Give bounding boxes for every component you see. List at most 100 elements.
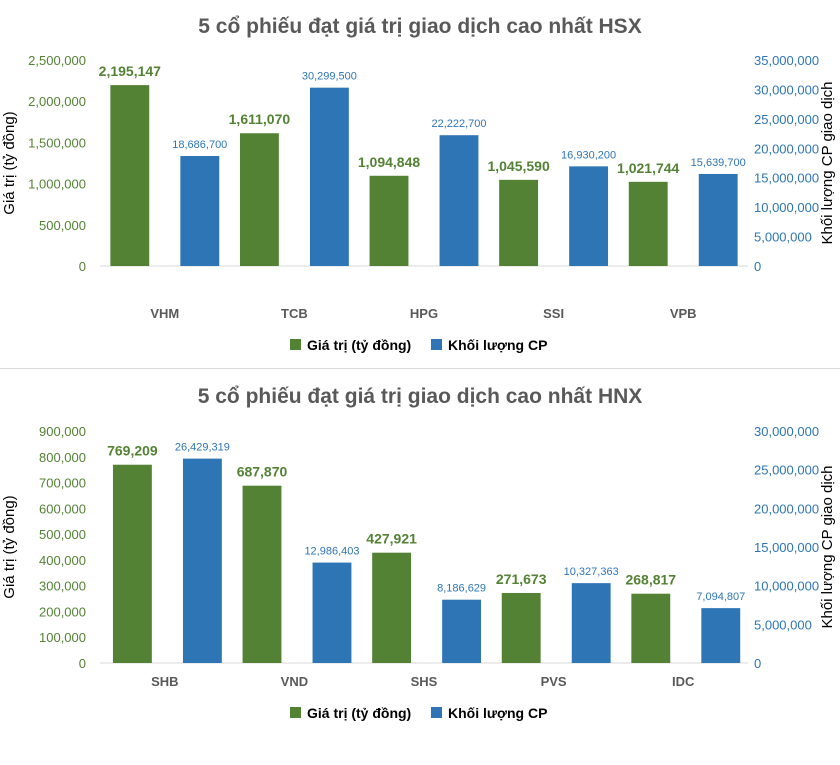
y-left-tick-label: 500,000 — [39, 527, 86, 542]
data-label-volume: 26,429,319 — [175, 442, 230, 454]
y-left-tick-label: 0 — [79, 259, 86, 274]
data-label-value: 1,045,590 — [487, 158, 549, 174]
chart-svg-hsx: 5 cổ phiếu đạt giá trị giao dịch cao nhấ… — [1, 15, 836, 353]
bar-value-vnd — [242, 485, 282, 663]
data-label-volume: 30,299,500 — [302, 71, 357, 83]
y-left-tick-label: 0 — [79, 656, 86, 671]
bar-value-ssi — [499, 179, 539, 266]
data-label-volume: 7,094,807 — [696, 591, 745, 603]
y-right-tick-label: 25,000,000 — [754, 463, 819, 478]
category-label: HPG — [410, 306, 438, 321]
y-left-tick-label: 1,500,000 — [28, 135, 86, 150]
y-left-tick-label: 100,000 — [39, 630, 86, 645]
y-right-tick-label: 35,000,000 — [754, 53, 819, 68]
bar-volume-vpb — [698, 173, 738, 266]
category-label: TCB — [281, 306, 308, 321]
data-label-volume: 12,986,403 — [304, 546, 359, 558]
y-left-tick-label: 1,000,000 — [28, 177, 86, 192]
bar-value-vhm — [110, 85, 150, 266]
bar-value-idc — [631, 593, 671, 663]
y-right-tick-label: 20,000,000 — [754, 501, 819, 516]
y-right-tick-label: 30,000,000 — [754, 424, 819, 439]
y-right-axis-title: Khối lượng CP giao dịch — [819, 81, 836, 244]
y-left-tick-label: 500,000 — [39, 218, 86, 233]
bar-value-pvs — [501, 592, 541, 663]
data-label-volume: 22,222,700 — [431, 118, 486, 130]
legend-swatch-value — [290, 707, 301, 718]
data-label-volume: 10,327,363 — [564, 566, 619, 578]
category-label: SSI — [543, 306, 564, 321]
y-left-tick-label: 200,000 — [39, 604, 86, 619]
bar-value-shb — [112, 464, 152, 663]
y-right-tick-label: 30,000,000 — [754, 82, 819, 97]
chart-hnx: 5 cổ phiếu đạt giá trị giao dịch cao nhấ… — [0, 370, 840, 765]
bar-volume-ssi — [569, 166, 609, 266]
bar-volume-hpg — [439, 135, 479, 266]
y-right-tick-label: 5,000,000 — [754, 230, 812, 245]
data-label-value: 2,195,147 — [99, 63, 161, 79]
data-label-volume: 16,930,200 — [561, 149, 616, 161]
y-left-tick-label: 2,500,000 — [28, 53, 86, 68]
chart-divider — [0, 368, 840, 369]
data-label-value: 427,921 — [366, 531, 417, 547]
y-left-axis-title: Giá trị (tỷ đồng) — [1, 495, 18, 598]
data-label-value: 1,611,070 — [229, 111, 291, 127]
legend-swatch-value — [290, 339, 301, 350]
legend-label-value: Giá trị (tỷ đồng) — [307, 705, 411, 721]
data-label-value: 687,870 — [237, 464, 288, 480]
y-left-axis-title: Giá trị (tỷ đồng) — [1, 111, 18, 214]
chart-title: 5 cổ phiếu đạt giá trị giao dịch cao nhấ… — [198, 15, 641, 38]
bar-volume-idc — [701, 608, 741, 663]
data-label-value: 271,673 — [496, 571, 547, 587]
category-label: SHB — [151, 674, 178, 689]
category-label: IDC — [672, 674, 695, 689]
legend-swatch-volume — [431, 707, 442, 718]
category-label: SHS — [411, 674, 438, 689]
y-left-tick-label: 300,000 — [39, 579, 86, 594]
data-label-value: 769,209 — [107, 443, 158, 459]
y-right-tick-label: 15,000,000 — [754, 171, 819, 186]
chart-hsx: 5 cổ phiếu đạt giá trị giao dịch cao nhấ… — [0, 0, 840, 368]
bar-volume-shb — [182, 458, 222, 663]
y-right-tick-label: 10,000,000 — [754, 579, 819, 594]
y-right-tick-label: 0 — [754, 259, 761, 274]
y-right-tick-label: 20,000,000 — [754, 141, 819, 156]
data-label-value: 1,021,744 — [617, 160, 679, 176]
y-left-tick-label: 2,000,000 — [28, 94, 86, 109]
y-left-tick-label: 900,000 — [39, 424, 86, 439]
legend-label-value: Giá trị (tỷ đồng) — [307, 337, 411, 353]
chart-svg-hnx: 5 cổ phiếu đạt giá trị giao dịch cao nhấ… — [1, 385, 836, 721]
legend-label-volume: Khối lượng CP — [448, 705, 547, 721]
y-right-tick-label: 25,000,000 — [754, 112, 819, 127]
y-right-tick-label: 5,000,000 — [754, 617, 812, 632]
bar-value-tcb — [239, 133, 279, 266]
data-label-value: 1,094,848 — [358, 154, 420, 170]
data-label-volume: 8,186,629 — [437, 583, 486, 595]
bar-value-hpg — [369, 175, 409, 266]
bar-volume-tcb — [309, 87, 349, 266]
category-label: VHM — [150, 306, 179, 321]
y-left-tick-label: 800,000 — [39, 450, 86, 465]
bar-volume-vnd — [312, 562, 352, 663]
y-left-tick-label: 700,000 — [39, 476, 86, 491]
bar-value-shs — [372, 552, 412, 663]
category-label: PVS — [541, 674, 567, 689]
bar-volume-vhm — [180, 156, 220, 266]
data-label-volume: 18,686,700 — [172, 139, 227, 151]
y-right-tick-label: 0 — [754, 656, 761, 671]
legend-label-volume: Khối lượng CP — [448, 337, 547, 353]
bar-volume-shs — [442, 599, 482, 663]
y-right-axis-title: Khối lượng CP giao dịch — [819, 465, 836, 628]
category-label: VPB — [670, 306, 697, 321]
y-right-tick-label: 15,000,000 — [754, 540, 819, 555]
y-right-tick-label: 10,000,000 — [754, 200, 819, 215]
data-label-value: 268,817 — [625, 572, 676, 588]
y-left-tick-label: 400,000 — [39, 553, 86, 568]
bar-value-vpb — [628, 181, 668, 266]
bar-volume-pvs — [571, 583, 611, 663]
y-left-tick-label: 600,000 — [39, 501, 86, 516]
legend-swatch-volume — [431, 339, 442, 350]
category-label: VND — [281, 674, 308, 689]
chart-title: 5 cổ phiếu đạt giá trị giao dịch cao nhấ… — [198, 385, 643, 408]
data-label-volume: 15,639,700 — [691, 157, 746, 169]
